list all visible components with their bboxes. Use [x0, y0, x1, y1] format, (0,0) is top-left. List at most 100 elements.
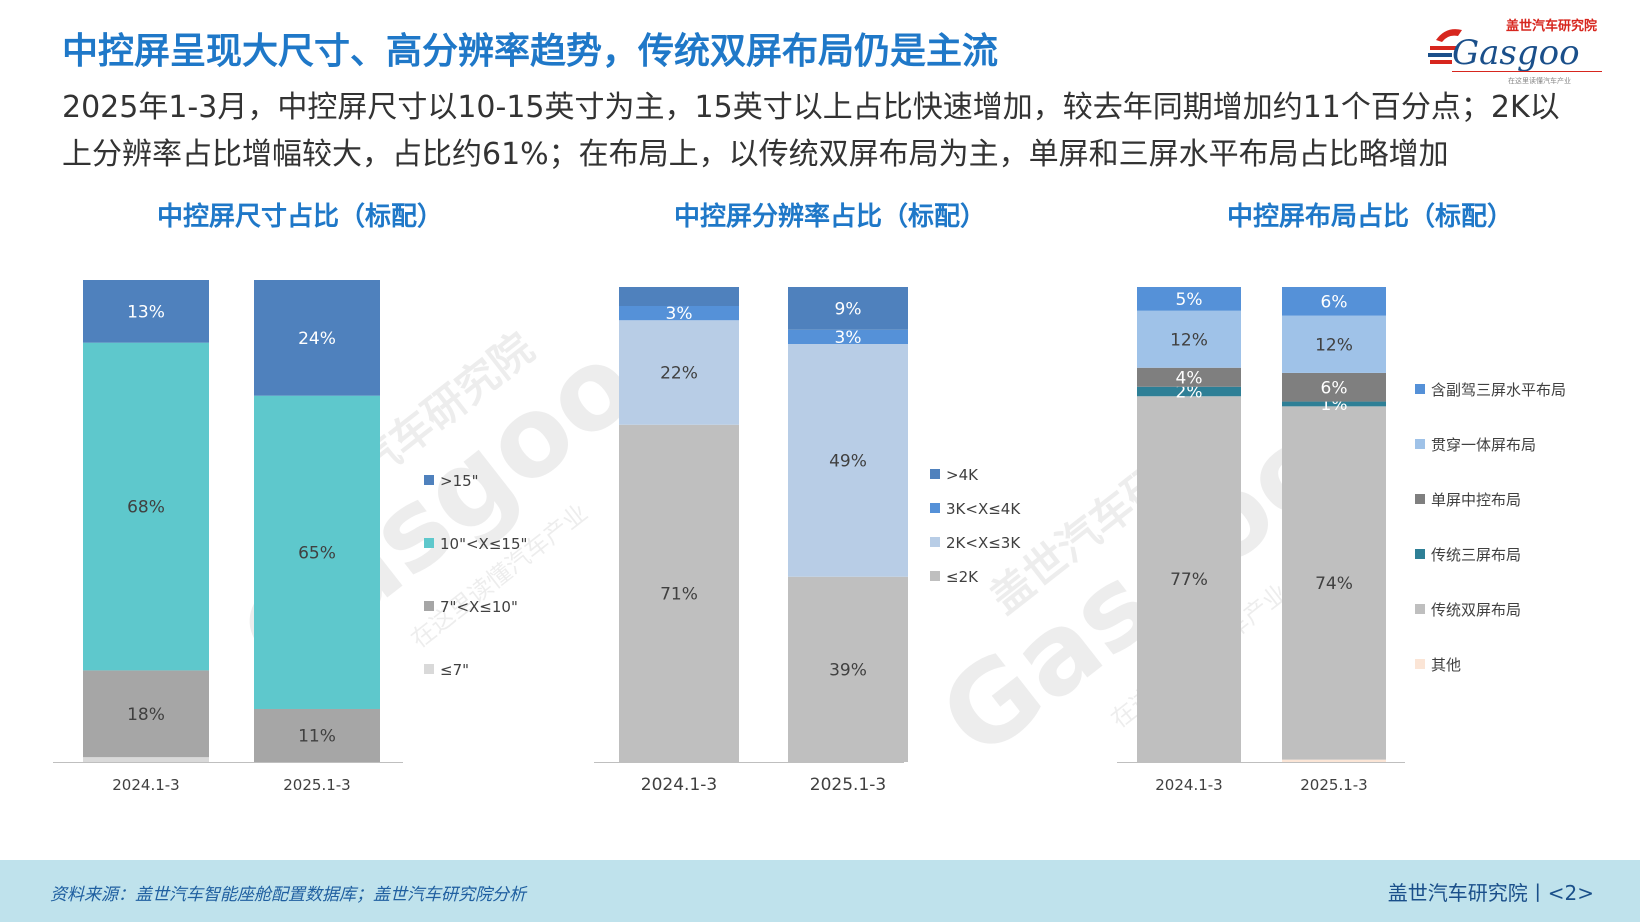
legend-label: 含副驾三屏水平布局 [1431, 381, 1566, 399]
legend-swatch [1415, 384, 1425, 394]
footer-separator: 丨 [1527, 881, 1548, 905]
data-label: 65% [298, 543, 336, 563]
page-subtitle: 2025年1-3月，中控屏尺寸以10-15英寸为主，15英寸以上占比快速增加，较… [62, 90, 1560, 172]
data-label: 3% [835, 328, 862, 348]
chart-title: 中控屏布局占比（标配） [1226, 202, 1513, 232]
legend-label: 其他 [1431, 656, 1461, 674]
resolution-chart-plot: 71% 22% 3% 2024.1-3 39% 49% 3% 9% 2025.1-3 >4K 3K<… [594, 287, 1021, 795]
legend-label: 传统双屏布局 [1431, 601, 1521, 619]
bar-segment [619, 306, 739, 321]
bar-segment [788, 344, 908, 577]
legend-swatch [930, 537, 940, 547]
legend-label: 传统三屏布局 [1431, 546, 1521, 564]
category-label: 2025.1-3 [810, 775, 886, 795]
legend-label: 2K<X≤3K [946, 534, 1021, 552]
page-number: <2> [1547, 881, 1594, 905]
data-label: 11% [298, 726, 336, 746]
chart-title: 中控屏分辨率占比（标配） [673, 202, 986, 232]
category-label: 2024.1-3 [1155, 776, 1222, 794]
data-source-note: 资料来源：盖世汽车智能座舱配置数据库；盖世汽车研究院分析 [50, 885, 526, 905]
legend-swatch [1415, 659, 1425, 669]
footer-org: 盖世汽车研究院丨<2> [1388, 877, 1594, 906]
legend-swatch [424, 664, 434, 674]
screen-size-chart: 中控屏尺寸占比（标配） 18% 68% 13% 2024.1-3 11% 65% 24% 20… [40, 196, 560, 836]
category-label: 2025.1-3 [1300, 776, 1367, 794]
bar-segment [1137, 386, 1241, 397]
bar-segment [1137, 396, 1241, 762]
logo-brand-text: Gasgoo [1452, 33, 1580, 73]
legend-label: 贯穿一体屏布局 [1431, 436, 1536, 454]
data-label: 6% [1321, 292, 1348, 312]
legend-swatch [1415, 604, 1425, 614]
bar-segment [1282, 406, 1386, 760]
layout-chart: 中控屏布局占比（标配） 77% 2% 4% 12% 5% 2024.1-3 74% 1% 6% 1… [1100, 196, 1640, 836]
logo-slogan-text: 在这里读懂汽车产业 [1508, 76, 1571, 85]
data-label: 12% [1170, 330, 1208, 350]
category-label: 2024.1-3 [641, 775, 717, 795]
data-label: 9% [835, 299, 862, 319]
bar-segment [619, 320, 739, 425]
bar-segment [1282, 372, 1386, 402]
data-label: 39% [829, 660, 867, 680]
data-label: 4% [1176, 368, 1203, 388]
data-label: 49% [829, 451, 867, 471]
data-label: 6% [1321, 378, 1348, 398]
bar-segment [619, 287, 739, 306]
bar-segment [1282, 315, 1386, 373]
bar-segment [83, 757, 209, 762]
bar-segment [788, 287, 908, 330]
bar-segment [1137, 367, 1241, 387]
layout-chart-plot: 77%2%4%12%5%2024.1-374%1%6%12%6%2025.1-3… [1117, 287, 1566, 794]
bar-segment [83, 342, 209, 671]
legend-label: >15" [440, 472, 479, 490]
bar-segment [1282, 287, 1386, 316]
data-label: 71% [660, 584, 698, 604]
logo-flag-icon [1428, 29, 1462, 64]
resolution-chart: 中控屏分辨率占比（标配） 71% 22% 3% 2024.1-3 39% 49% 3% 9% 2… [570, 196, 1090, 836]
data-label: 68% [127, 498, 165, 518]
screen-size-chart-plot: 18% 68% 13% 2024.1-3 11% 65% 24% 2025.1-3 >15" 10… [53, 280, 527, 794]
logo-org-text: 盖世汽车研究院 [1506, 18, 1597, 34]
legend-swatch [1415, 439, 1425, 449]
category-label: 2024.1-3 [112, 776, 179, 794]
category-label: 2025.1-3 [283, 776, 350, 794]
data-label: 13% [127, 302, 165, 322]
legend-swatch [930, 571, 940, 581]
bar-segment [254, 395, 380, 709]
bar-segment [788, 576, 908, 762]
legend-swatch [424, 601, 434, 611]
legend-swatch [1415, 549, 1425, 559]
bar-segment [254, 708, 380, 762]
bar-segment [1137, 287, 1241, 311]
legend-swatch [930, 503, 940, 513]
legend-label: >4K [946, 466, 979, 484]
data-label: 22% [660, 364, 698, 384]
legend-label: ≤7" [440, 661, 469, 679]
bar-segment [788, 329, 908, 344]
legend-swatch [424, 475, 434, 485]
bar-segment [1282, 401, 1386, 407]
bar-segment [1137, 310, 1241, 368]
footer: 资料来源：盖世汽车智能座舱配置数据库；盖世汽车研究院分析 盖世汽车研究院丨<2> [0, 860, 1640, 922]
legend-label: 10"<X≤15" [440, 535, 527, 553]
bar-segment [83, 670, 209, 758]
legend-swatch [424, 538, 434, 548]
chart-title: 中控屏尺寸占比（标配） [156, 202, 443, 232]
page-title: 中控屏呈现大尺寸、高分辨率趋势，传统双屏布局仍是主流 [62, 31, 999, 72]
data-label: 12% [1315, 335, 1353, 355]
legend-swatch [1415, 494, 1425, 504]
bar-segment [254, 280, 380, 396]
data-label: 2% [1176, 383, 1203, 403]
legend-label: ≤2K [946, 568, 979, 586]
legend-label: 3K<X≤4K [946, 500, 1021, 518]
data-label: 3% [666, 304, 693, 324]
data-label: 77% [1170, 570, 1208, 590]
bar-segment [83, 280, 209, 343]
footer-org-name: 盖世汽车研究院 [1387, 881, 1528, 905]
bar-segment [1282, 759, 1386, 762]
data-label: 74% [1315, 574, 1353, 594]
gasgoo-logo: 盖世汽车研究院 Gasgoo 在这里读懂汽车产业 [1428, 18, 1602, 85]
legend-swatch [930, 469, 940, 479]
data-label: 24% [298, 329, 336, 349]
data-label: 18% [127, 705, 165, 725]
